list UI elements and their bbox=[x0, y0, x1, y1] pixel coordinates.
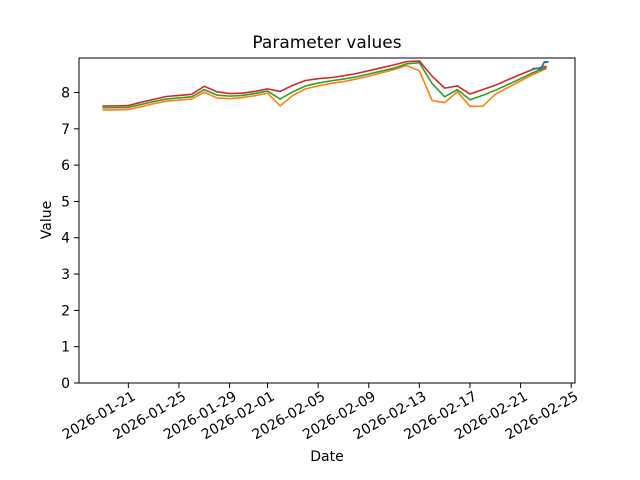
y-tick-label: 2 bbox=[61, 303, 70, 319]
y-tick-label: 5 bbox=[61, 194, 70, 210]
series-3-red-line bbox=[102, 60, 547, 107]
axes-spines bbox=[78, 57, 576, 384]
y-tick-label: 8 bbox=[61, 85, 70, 101]
chart-title: Parameter values bbox=[252, 33, 402, 53]
y-tick-label: 1 bbox=[61, 340, 70, 356]
series-4-blue-line bbox=[532, 61, 549, 70]
x-axis-label: Date bbox=[310, 449, 344, 465]
series-1-orange-line bbox=[102, 64, 547, 111]
y-tick-label: 3 bbox=[61, 267, 70, 283]
y-tick-label: 4 bbox=[61, 231, 70, 247]
y-tick-label: 0 bbox=[61, 376, 70, 392]
y-tick-label: 6 bbox=[61, 158, 70, 174]
series-2-green-line bbox=[102, 61, 547, 109]
y-tick-label: 7 bbox=[61, 122, 70, 138]
